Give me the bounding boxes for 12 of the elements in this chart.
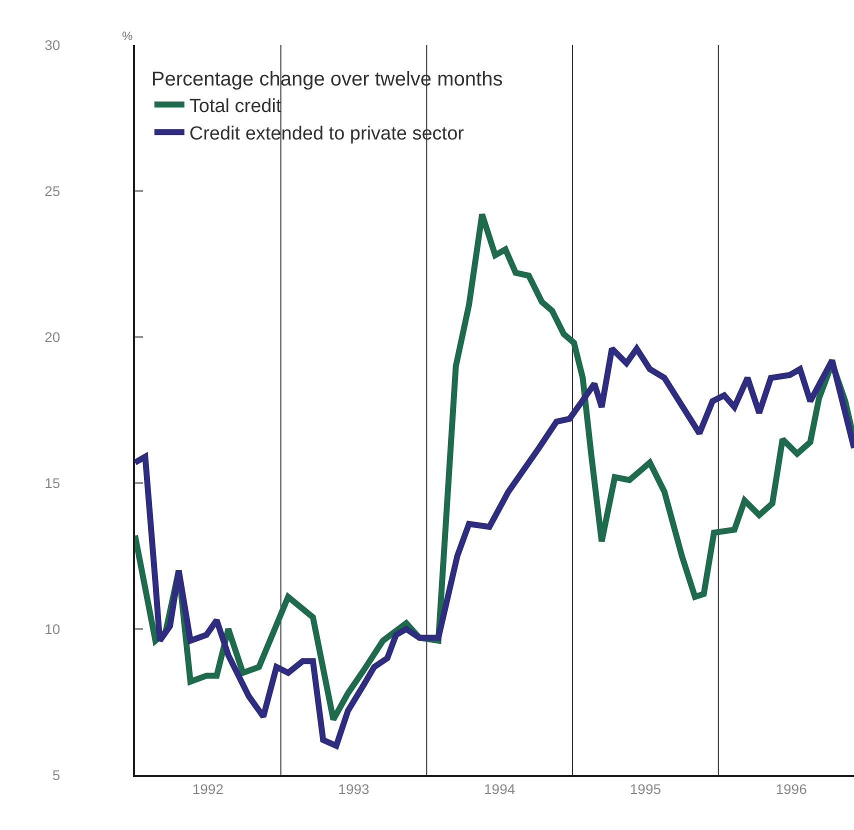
x-tick-label: 1995 bbox=[630, 780, 662, 797]
y-axis-title: % bbox=[122, 29, 133, 43]
x-tick-label: 1994 bbox=[484, 780, 516, 797]
x-tick-label: 1996 bbox=[776, 780, 808, 797]
y-tick-label: 5 bbox=[52, 766, 60, 783]
y-tick-label: 30 bbox=[44, 36, 60, 53]
y-tick-label: 10 bbox=[44, 620, 60, 637]
x-tick-label: 1992 bbox=[192, 780, 224, 797]
y-tick-label: 15 bbox=[44, 474, 60, 491]
y-tick-label: 25 bbox=[44, 182, 60, 199]
x-tick-label: 1993 bbox=[338, 780, 370, 797]
y-tick-label: 20 bbox=[44, 328, 60, 345]
